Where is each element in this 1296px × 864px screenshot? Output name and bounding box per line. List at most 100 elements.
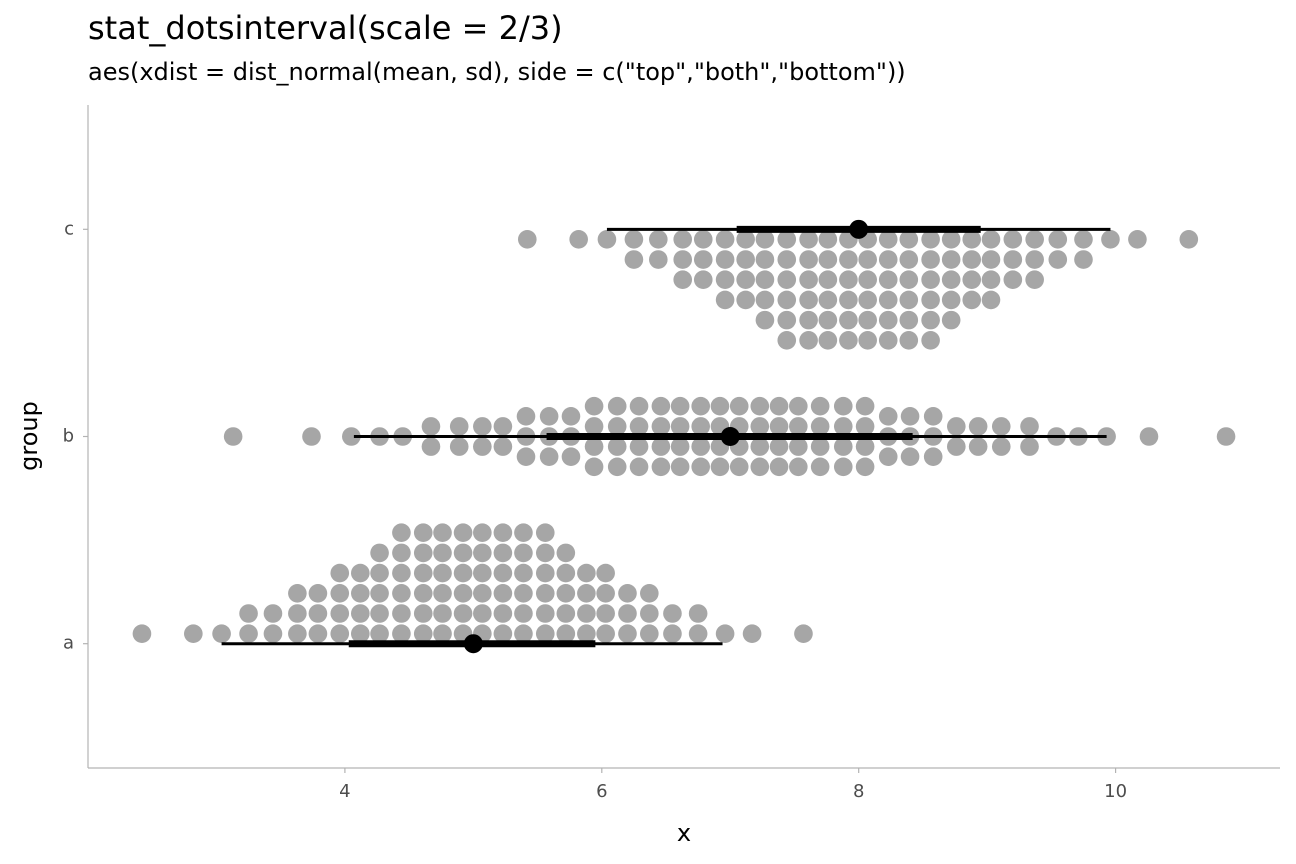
dot xyxy=(899,250,919,269)
dot xyxy=(777,230,797,249)
dot xyxy=(263,624,283,643)
dot xyxy=(755,310,775,330)
dot xyxy=(212,624,231,643)
dot xyxy=(962,290,982,310)
dot xyxy=(629,396,649,416)
dot xyxy=(947,437,966,456)
dot xyxy=(651,437,671,456)
dot xyxy=(693,230,713,249)
dot xyxy=(392,624,411,643)
dot xyxy=(810,417,830,436)
dot xyxy=(670,417,690,436)
dot xyxy=(691,437,710,456)
dot xyxy=(755,250,775,269)
dot xyxy=(330,583,350,603)
dot xyxy=(330,604,350,623)
dot xyxy=(184,624,203,643)
dot xyxy=(688,624,708,643)
dot xyxy=(688,604,708,623)
dot xyxy=(941,250,961,269)
dot xyxy=(651,417,671,436)
dot xyxy=(839,310,858,330)
dot xyxy=(818,331,838,350)
dot xyxy=(516,447,536,467)
dot xyxy=(818,250,838,269)
dot xyxy=(433,583,452,603)
dot xyxy=(629,417,649,436)
dot xyxy=(493,523,513,542)
point xyxy=(720,427,740,446)
dot xyxy=(962,230,982,249)
dot xyxy=(649,230,668,249)
dot xyxy=(962,250,982,269)
dot xyxy=(607,437,627,456)
dot xyxy=(607,417,627,436)
dot xyxy=(413,543,433,563)
dot xyxy=(640,583,659,603)
dot xyxy=(715,230,735,249)
x-tick-label: 8 xyxy=(853,781,864,802)
dot xyxy=(691,417,710,436)
dot xyxy=(607,457,627,477)
dot xyxy=(799,331,818,350)
dot xyxy=(855,457,875,477)
dot xyxy=(1128,230,1147,249)
dot xyxy=(556,583,576,603)
dot xyxy=(769,457,789,477)
dot xyxy=(1003,230,1023,249)
dot xyxy=(493,604,513,623)
dot xyxy=(799,270,818,290)
dot xyxy=(777,331,797,350)
dot xyxy=(789,457,808,477)
dot xyxy=(514,583,533,603)
dot xyxy=(370,543,389,563)
dot xyxy=(670,396,690,416)
dot xyxy=(878,250,898,269)
dot xyxy=(899,331,919,350)
x-tick-label: 10 xyxy=(1104,781,1127,802)
dot xyxy=(535,604,555,623)
dot xyxy=(839,270,858,290)
y-tick-label: c xyxy=(64,218,74,239)
dot xyxy=(556,543,576,563)
dot xyxy=(858,310,877,330)
dot xyxy=(673,270,693,290)
x-tick-label: 6 xyxy=(596,781,607,802)
dot xyxy=(370,604,389,623)
dot xyxy=(473,523,492,542)
dot xyxy=(833,396,853,416)
dot xyxy=(288,583,307,603)
dot xyxy=(514,543,533,563)
dot xyxy=(624,230,644,249)
dot xyxy=(514,563,533,583)
dot xyxy=(556,563,576,583)
dot xyxy=(878,331,898,350)
dot xyxy=(899,310,919,330)
dot xyxy=(473,417,492,436)
dot xyxy=(433,543,452,563)
dot xyxy=(1020,417,1039,436)
dot xyxy=(1048,250,1068,269)
dot xyxy=(433,604,452,623)
dot xyxy=(742,624,762,643)
dot xyxy=(239,604,258,623)
dot xyxy=(941,290,961,310)
dot xyxy=(629,437,649,456)
dot xyxy=(691,396,710,416)
dot xyxy=(693,270,713,290)
dot xyxy=(473,543,492,563)
dot xyxy=(736,250,755,269)
dot xyxy=(624,250,644,269)
dot xyxy=(878,270,898,290)
dot xyxy=(962,270,982,290)
dot xyxy=(736,290,755,310)
dot xyxy=(810,437,830,456)
dot xyxy=(670,457,690,477)
dot xyxy=(577,624,596,643)
dot xyxy=(941,270,961,290)
dot xyxy=(755,290,775,310)
dot xyxy=(453,583,473,603)
dot xyxy=(818,290,838,310)
dot xyxy=(370,583,389,603)
dot xyxy=(755,270,775,290)
